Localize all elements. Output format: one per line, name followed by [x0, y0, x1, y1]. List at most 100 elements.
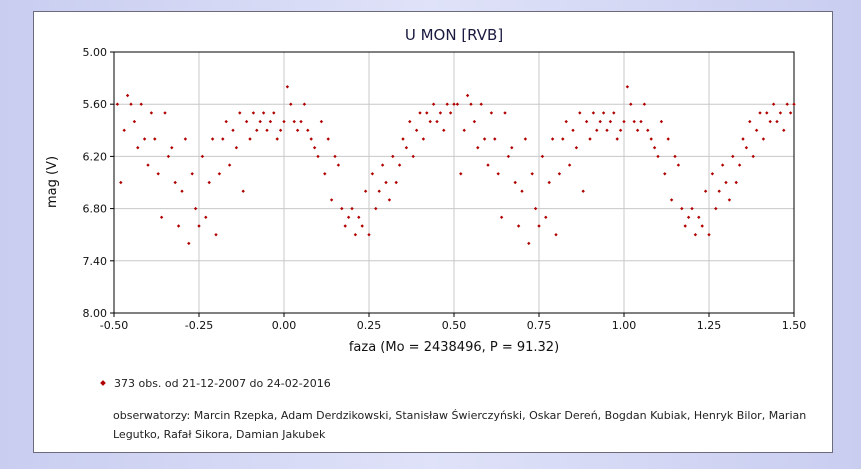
data-point — [119, 180, 123, 185]
data-point — [731, 154, 735, 159]
data-point — [462, 128, 466, 132]
data-point — [693, 233, 698, 237]
data-point — [210, 137, 215, 141]
data-point — [323, 172, 327, 176]
data-point — [703, 189, 708, 193]
data-point — [380, 163, 385, 167]
data-point — [251, 111, 256, 115]
data-point — [635, 128, 640, 132]
data-point — [414, 128, 419, 132]
data-point — [258, 119, 262, 124]
chart: -0.50 -0.25 0.00 0.25 0.50 0.75 1.00 1.25 1.50 5… — [45, 26, 806, 355]
data-point — [591, 111, 596, 115]
y-axis-ticks: 5.00 5.60 6.20 6.80 7.40 8.00 — [83, 46, 114, 320]
y-axis-label: mag (V) — [45, 156, 60, 208]
data-point — [326, 137, 330, 141]
x-tick-label: 1.25 — [697, 319, 722, 332]
y-tick-label: 7.40 — [83, 255, 108, 268]
data-point — [183, 137, 188, 141]
data-point — [710, 172, 715, 176]
data-point — [486, 163, 490, 167]
data-point — [272, 111, 276, 115]
data-point — [785, 102, 789, 106]
data-point — [700, 224, 704, 228]
data-point — [496, 172, 500, 176]
data-point — [476, 146, 480, 150]
data-points — [115, 85, 796, 246]
data-point — [397, 163, 402, 167]
data-point — [350, 206, 354, 211]
data-point — [465, 93, 470, 98]
y-tick-label: 6.80 — [83, 203, 108, 216]
data-point — [513, 180, 517, 185]
data-point — [734, 180, 738, 185]
data-point — [214, 233, 218, 237]
data-point — [292, 119, 296, 124]
data-point — [289, 102, 293, 106]
data-point — [727, 198, 732, 202]
data-point — [197, 224, 201, 228]
data-point — [680, 206, 684, 211]
data-point — [782, 128, 786, 132]
data-point — [190, 172, 194, 176]
data-point — [115, 102, 120, 106]
data-point — [571, 128, 575, 132]
data-point — [503, 111, 507, 115]
data-point — [771, 102, 776, 106]
data-point — [370, 172, 375, 176]
data-point — [765, 111, 769, 115]
data-point — [255, 128, 259, 132]
data-point — [656, 154, 660, 159]
data-point — [537, 224, 541, 228]
data-point — [136, 146, 140, 150]
data-point — [238, 111, 242, 115]
data-point — [391, 154, 395, 159]
observers-list: obserwatorzy: Marcin Rzepka, Adam Derdzi… — [113, 409, 807, 441]
data-point — [316, 154, 320, 159]
data-point — [533, 206, 538, 211]
data-point — [530, 172, 534, 176]
data-point — [418, 111, 422, 115]
data-point — [132, 119, 137, 124]
data-point — [510, 146, 514, 150]
data-point — [588, 137, 592, 141]
data-point — [615, 137, 619, 141]
data-point — [428, 119, 432, 124]
data-point — [295, 128, 300, 132]
data-point — [564, 119, 568, 124]
data-point — [285, 85, 290, 89]
data-point — [231, 128, 235, 132]
data-point — [146, 163, 150, 167]
data-point — [578, 111, 582, 115]
y-tick-label: 8.00 — [83, 307, 108, 320]
x-tick-label: 0.50 — [442, 319, 467, 332]
data-point — [204, 215, 208, 219]
data-point — [768, 119, 772, 124]
grid — [114, 52, 794, 313]
data-point — [618, 128, 623, 132]
data-point — [550, 137, 555, 141]
data-point — [775, 119, 779, 124]
data-point — [431, 102, 436, 106]
data-point — [499, 215, 504, 219]
data-point — [482, 137, 487, 141]
data-point — [265, 128, 269, 132]
data-point — [601, 111, 606, 115]
data-point — [244, 119, 249, 124]
data-point — [608, 119, 613, 124]
data-point — [374, 206, 378, 211]
data-point — [156, 172, 160, 176]
data-point — [309, 137, 313, 141]
data-point — [676, 163, 681, 167]
data-point — [479, 102, 483, 106]
data-point — [442, 128, 446, 132]
data-point — [629, 102, 633, 106]
data-point — [312, 146, 317, 150]
chart-title: U MON [RVB] — [405, 26, 503, 44]
data-point — [275, 137, 279, 141]
data-point — [605, 128, 609, 132]
data-point — [384, 180, 388, 185]
data-point — [544, 215, 548, 219]
x-tick-label: 0.00 — [272, 319, 297, 332]
data-point — [652, 146, 657, 150]
